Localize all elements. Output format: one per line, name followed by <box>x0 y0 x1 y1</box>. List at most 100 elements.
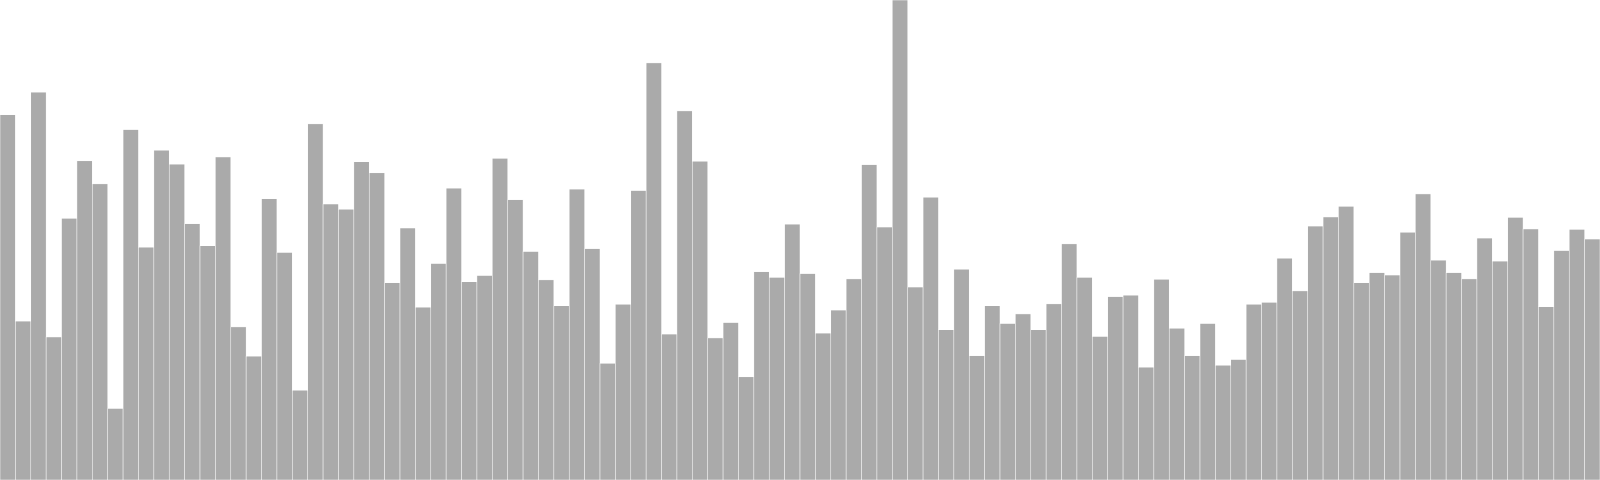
bar-43 <box>661 333 678 480</box>
bar-77 <box>1184 355 1201 480</box>
bar-102 <box>1568 229 1585 480</box>
bar-73 <box>1122 294 1139 480</box>
bar-52 <box>799 273 816 480</box>
bar-44 <box>676 110 693 480</box>
bar-92 <box>1415 193 1432 480</box>
bar-19 <box>292 389 308 480</box>
bar-87 <box>1338 206 1355 480</box>
bar-101 <box>1553 250 1570 480</box>
bar-103 <box>1584 238 1600 480</box>
bar-86 <box>1322 216 1339 480</box>
bar-74 <box>1138 366 1155 480</box>
bar-23 <box>353 161 370 480</box>
bar-54 <box>830 309 847 480</box>
bar-45 <box>692 161 708 480</box>
bar-40 <box>615 304 632 480</box>
bar-8 <box>122 129 139 480</box>
bar-72 <box>1107 296 1124 480</box>
bar-81 <box>1245 304 1262 480</box>
bar-60 <box>922 197 939 480</box>
bar-29 <box>445 187 462 480</box>
bar-1 <box>15 320 32 480</box>
bar-38 <box>584 248 601 480</box>
bar-26 <box>399 227 416 480</box>
bar-66 <box>1015 313 1032 480</box>
bar-42 <box>645 62 662 480</box>
bar-47 <box>722 322 739 480</box>
bar-25 <box>384 282 401 480</box>
bar-0 <box>0 114 16 480</box>
bar-41 <box>630 190 647 480</box>
bar-71 <box>1092 336 1108 480</box>
bar-56 <box>861 164 878 480</box>
bar-53 <box>815 332 832 480</box>
bar-46 <box>707 337 724 480</box>
bar-24 <box>368 172 385 480</box>
bar-61 <box>938 329 955 480</box>
bar-2 <box>30 91 47 480</box>
bar-28 <box>430 263 447 480</box>
bar-59 <box>907 286 924 480</box>
bar-100 <box>1538 306 1555 480</box>
bar-31 <box>476 275 493 480</box>
bar-33 <box>507 199 524 480</box>
bar-17 <box>261 198 278 480</box>
bar-15 <box>230 326 247 480</box>
bar-5 <box>76 160 93 480</box>
bar-3 <box>45 336 62 480</box>
bar-64 <box>984 305 1001 480</box>
bar-95 <box>1461 278 1478 480</box>
bar-7 <box>107 408 124 480</box>
bar-79 <box>1215 365 1232 480</box>
bar-14 <box>215 156 232 480</box>
bar-70 <box>1076 277 1093 480</box>
bar-78 <box>1199 323 1216 480</box>
bar-50 <box>768 277 785 480</box>
bar-9 <box>138 246 155 480</box>
bar-34 <box>522 251 539 480</box>
bar-22 <box>338 209 355 480</box>
bar-49 <box>753 271 770 480</box>
bar-96 <box>1476 237 1493 480</box>
bar-6 <box>92 183 108 480</box>
bar-13 <box>199 245 216 480</box>
bar-48 <box>738 376 755 480</box>
bar-10 <box>153 149 170 480</box>
bar-91 <box>1399 232 1416 480</box>
bar-12 <box>184 223 201 480</box>
bar-16 <box>245 355 262 480</box>
bar-57 <box>876 226 893 480</box>
bar-90 <box>1384 274 1401 480</box>
bar-67 <box>1030 329 1047 480</box>
bar-76 <box>1168 328 1185 480</box>
bar-27 <box>415 306 432 480</box>
bar-89 <box>1368 272 1385 480</box>
bar-20 <box>307 123 324 480</box>
bar-32 <box>492 158 508 480</box>
bar-39 <box>599 363 616 480</box>
bar-83 <box>1276 257 1293 480</box>
bar-58 <box>892 0 908 480</box>
bar-21 <box>322 203 339 480</box>
bar-93 <box>1430 259 1447 480</box>
bar-62 <box>953 269 970 480</box>
bar-85 <box>1307 225 1324 480</box>
bar-69 <box>1061 243 1078 480</box>
bar-63 <box>968 355 985 480</box>
bar-98 <box>1507 217 1524 480</box>
bar-30 <box>461 281 478 480</box>
bar-18 <box>276 252 293 480</box>
bar-94 <box>1445 272 1462 480</box>
bar-55 <box>845 278 862 480</box>
bar-36 <box>553 305 570 480</box>
bar-84 <box>1292 290 1308 480</box>
bar-37 <box>568 188 585 480</box>
bar-82 <box>1261 302 1278 480</box>
bar-11 <box>168 163 185 480</box>
bar-51 <box>784 223 801 480</box>
bar-68 <box>1045 303 1062 480</box>
bar-35 <box>538 279 555 480</box>
